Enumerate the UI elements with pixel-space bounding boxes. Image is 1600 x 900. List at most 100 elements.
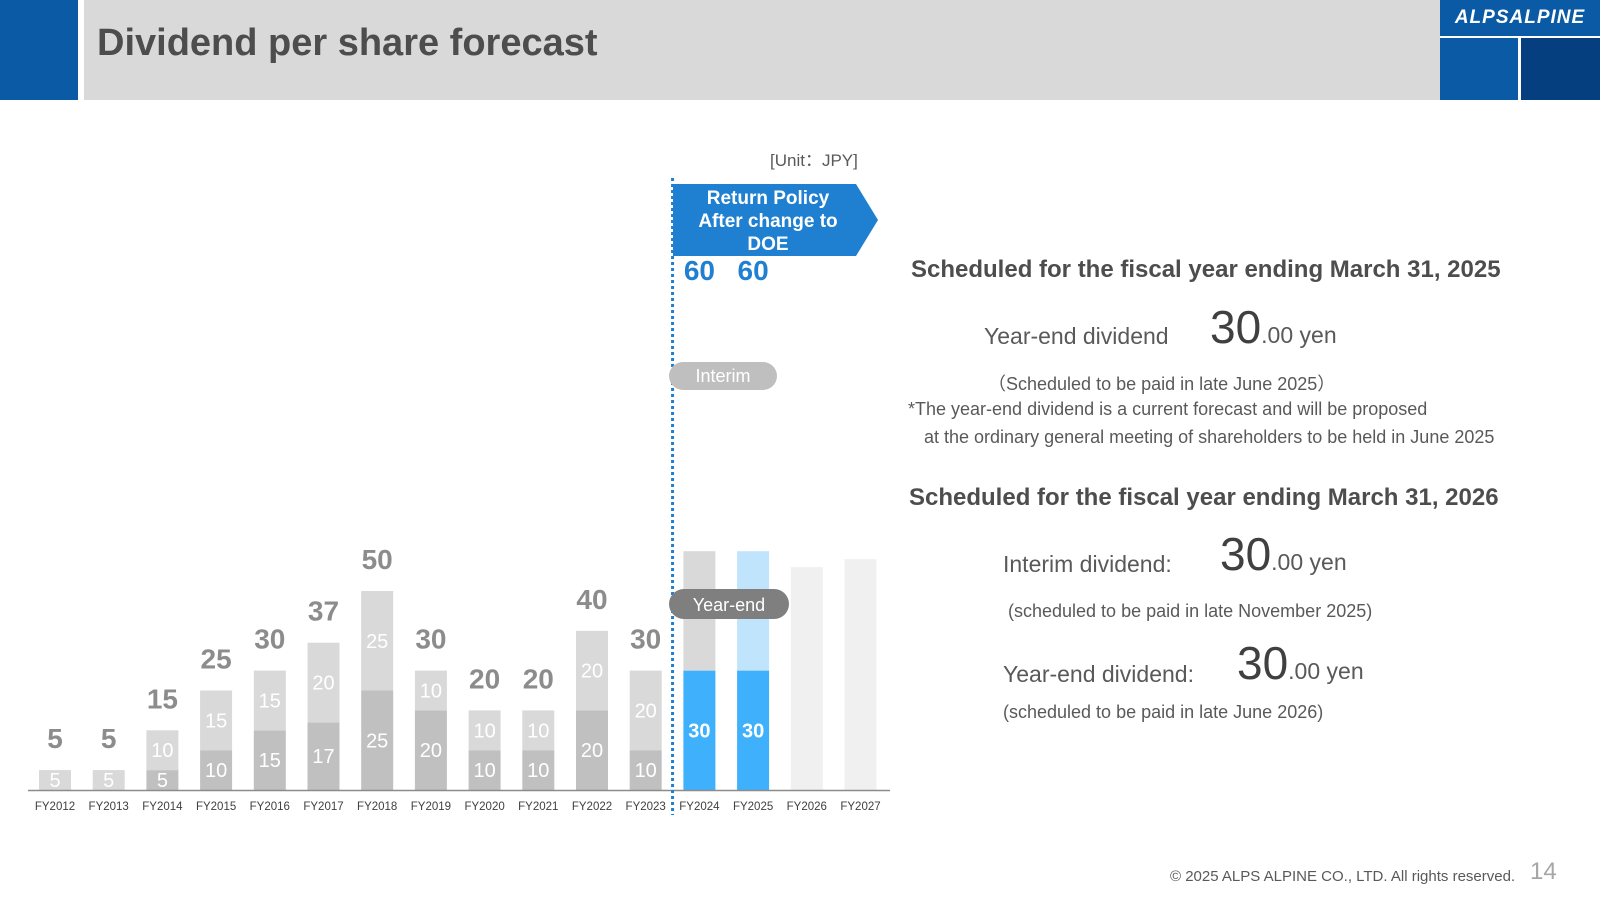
bar-interim-fy2019 <box>414 670 447 711</box>
policy-banner-arrow <box>673 184 878 256</box>
x-tick-fy2016: FY2016 <box>250 801 290 813</box>
data-label-yearend-fy2025: 30 <box>742 720 764 742</box>
fy2026-yearend-note: (scheduled to be paid in late June 2026) <box>1003 702 1324 722</box>
legend-interim-pill <box>669 362 777 390</box>
total-label-fy2018: 50 <box>362 544 393 575</box>
x-tick-fy2020: FY2020 <box>464 801 504 813</box>
fy2026-interim-value: 30.00 yen <box>1220 527 1347 581</box>
bar-yearend-fy2015 <box>200 750 233 790</box>
data-label-yearend-fy2023: 10 <box>635 760 657 782</box>
fy2026-yearend-value: 30.00 yen <box>1237 636 1364 690</box>
data-label-yearend-fy2015: 10 <box>205 760 227 782</box>
bar-yearend-fy2023 <box>629 750 662 790</box>
legend-yearend-pill <box>669 589 789 619</box>
bar-yearend-fy2013 <box>92 770 125 790</box>
data-label-interim-fy2022: 20 <box>581 661 603 683</box>
bar-yearend-fy2019 <box>414 710 447 790</box>
legend-interim-label: Interim <box>695 366 750 386</box>
fy2026-interim-label: Interim dividend: <box>1003 551 1172 577</box>
total-label-fy2014: 15 <box>147 683 178 714</box>
fy2026-interim-suffix: .00 yen <box>1271 549 1347 575</box>
bar-interim-fy2017 <box>307 642 340 723</box>
x-tick-fy2022: FY2022 <box>572 801 612 813</box>
logo-square-left <box>1440 38 1518 100</box>
x-tick-fy2014: FY2014 <box>142 801 183 813</box>
bar-yearend-fy2014 <box>146 770 179 790</box>
data-label-interim-fy2015: 15 <box>205 710 227 732</box>
data-label-yearend-fy2013: 5 <box>103 770 114 792</box>
data-label-yearend-fy2016: 15 <box>259 750 281 772</box>
data-label-interim-fy2014: 10 <box>151 740 173 762</box>
data-label-yearend-fy2022: 20 <box>581 740 603 762</box>
fy2025-yearend-big-number: 30 <box>1210 301 1262 353</box>
bar-interim-fy2023 <box>629 670 662 751</box>
bar-yearend-fy2016 <box>253 730 286 790</box>
total-label-fy2025: 60 <box>738 255 769 286</box>
total-label-fy2013: 5 <box>101 723 117 754</box>
fy2025-yearend-suffix: .00 yen <box>1261 322 1337 348</box>
data-label-yearend-fy2021: 10 <box>527 760 549 782</box>
page-number: 14 <box>1530 858 1557 885</box>
data-label-interim-fy2023: 20 <box>635 700 657 722</box>
total-label-fy2019: 30 <box>415 624 446 655</box>
bar-yearend-fy2012 <box>39 770 71 790</box>
company-logo: ALPSALPINE <box>1440 0 1600 36</box>
bar-interim-fy2014 <box>146 730 179 771</box>
fy2026-interim-note: (scheduled to be paid in late November 2… <box>1008 601 1373 621</box>
dividend-bar-chart: 5 5 FY2012 5 5 FY2013 5 10 15 FY2014 10 15 25 FY2015 1… <box>28 178 890 815</box>
x-tick-fy2021: FY2021 <box>518 801 558 813</box>
data-label-interim-fy2020: 10 <box>473 720 495 742</box>
fy2026-interim-big-number: 30 <box>1220 528 1272 580</box>
data-label-yearend-fy2018: 25 <box>366 730 388 752</box>
x-tick-fy2015: FY2015 <box>196 801 236 813</box>
policy-banner-line-1: Return Policy <box>707 188 830 209</box>
x-tick-fy2019: FY2019 <box>411 801 451 813</box>
fy2025-yearend-value: 30.00 yen <box>1210 300 1337 354</box>
bar-placeholder-fy2027 <box>844 559 877 790</box>
bar-yearend-fy2025 <box>737 670 770 790</box>
x-tick-fy2012: FY2012 <box>35 801 75 813</box>
bar-yearend-fy2020 <box>468 750 501 790</box>
x-tick-fy2024: FY2024 <box>679 801 720 813</box>
total-label-fy2015: 25 <box>201 644 232 675</box>
bar-interim-fy2018 <box>361 591 394 691</box>
bar-interim-fy2022 <box>576 630 608 711</box>
data-label-yearend-fy2020: 10 <box>473 760 495 782</box>
forecast-disclaimer-line1: *The year-end dividend is a current fore… <box>908 399 1428 419</box>
total-label-fy2016: 30 <box>254 624 285 655</box>
page-title: Dividend per share forecast <box>97 22 598 64</box>
data-label-yearend-fy2024: 30 <box>688 720 710 742</box>
x-tick-fy2023: FY2023 <box>626 801 666 813</box>
x-tick-fy2013: FY2013 <box>89 801 129 813</box>
total-label-fy2017: 37 <box>308 596 339 627</box>
bar-yearend-fy2022 <box>576 710 608 790</box>
data-label-yearend-fy2017: 17 <box>312 746 334 768</box>
x-tick-fy2018: FY2018 <box>357 801 397 813</box>
total-label-fy2021: 20 <box>523 663 554 694</box>
fy2025-payment-note: （Scheduled to be paid in late June 2025） <box>988 374 1336 394</box>
total-label-fy2022: 40 <box>576 584 607 615</box>
x-tick-fy2027: FY2027 <box>840 801 880 813</box>
bar-yearend-fy2021 <box>522 750 555 790</box>
data-label-interim-fy2018: 25 <box>366 631 388 653</box>
data-label-interim-fy2016: 15 <box>259 690 281 712</box>
total-label-fy2012: 5 <box>47 723 63 754</box>
legend-yearend-label: Year-end <box>693 595 765 615</box>
data-label-interim-fy2021: 10 <box>527 720 549 742</box>
fy2026-yearend-label: Year-end dividend: <box>1003 661 1194 687</box>
total-label-fy2020: 20 <box>469 663 500 694</box>
fy2025-yearend-label: Year-end dividend <box>984 323 1169 349</box>
header-accent-block <box>0 0 78 100</box>
data-label-yearend-fy2014: 5 <box>157 770 168 792</box>
x-tick-fy2026: FY2026 <box>787 801 827 813</box>
forecast-disclaimer-line2: at the ordinary general meeting of share… <box>924 427 1495 447</box>
data-label-interim-fy2019: 10 <box>420 681 442 703</box>
policy-banner-line-3: DOE <box>747 234 788 255</box>
data-label-interim-fy2017: 20 <box>312 673 334 695</box>
data-label-yearend-fy2019: 20 <box>420 740 442 762</box>
bar-interim-fy2016 <box>253 670 286 731</box>
bar-yearend-fy2024 <box>683 670 716 790</box>
total-label-fy2023: 30 <box>630 624 661 655</box>
total-label-fy2024: 60 <box>684 255 715 286</box>
logo-square-right <box>1521 38 1600 100</box>
